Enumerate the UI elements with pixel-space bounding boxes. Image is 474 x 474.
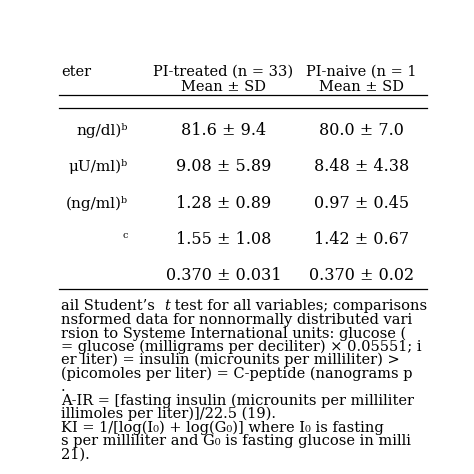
- Text: 0.370 ± 0.02: 0.370 ± 0.02: [309, 267, 414, 284]
- Text: 1.42 ± 0.67: 1.42 ± 0.67: [314, 231, 409, 248]
- Text: eter: eter: [61, 64, 91, 79]
- Text: (ng/ml)ᵇ: (ng/ml)ᵇ: [65, 196, 128, 210]
- Text: er liter) = insulin (microunits per milliliter) >: er liter) = insulin (microunits per mill…: [61, 353, 400, 367]
- Text: 80.0 ± 7.0: 80.0 ± 7.0: [319, 122, 404, 139]
- Text: 9.08 ± 5.89: 9.08 ± 5.89: [176, 158, 271, 175]
- Text: 1.55 ± 1.08: 1.55 ± 1.08: [176, 231, 271, 248]
- Text: illimoles per liter)]/22.5 (19).: illimoles per liter)]/22.5 (19).: [61, 407, 276, 421]
- Text: .: .: [61, 380, 65, 394]
- Text: 0.97 ± 0.45: 0.97 ± 0.45: [314, 195, 409, 212]
- Text: 1.28 ± 0.89: 1.28 ± 0.89: [176, 195, 271, 212]
- Text: ng/dl)ᵇ: ng/dl)ᵇ: [76, 123, 128, 138]
- Text: μU/ml)ᵇ: μU/ml)ᵇ: [68, 159, 128, 174]
- Text: 8.48 ± 4.38: 8.48 ± 4.38: [314, 158, 409, 175]
- Text: nsformed data for nonnormally distributed vari: nsformed data for nonnormally distribute…: [61, 313, 412, 327]
- Text: Mean ± SD: Mean ± SD: [181, 80, 266, 94]
- Text: ᶜ: ᶜ: [122, 232, 128, 246]
- Text: 81.6 ± 9.4: 81.6 ± 9.4: [181, 122, 266, 139]
- Text: 21).: 21).: [61, 447, 90, 462]
- Text: KI = 1/[log(I₀) + log(G₀)] where I₀ is fasting: KI = 1/[log(I₀) + log(G₀)] where I₀ is f…: [61, 420, 383, 435]
- Text: rsion to Systeme International units: glucose (: rsion to Systeme International units: gl…: [61, 326, 406, 340]
- Text: 0.370 ± 0.031: 0.370 ± 0.031: [166, 267, 281, 284]
- Text: A-IR = [fasting insulin (microunits per milliliter: A-IR = [fasting insulin (microunits per …: [61, 393, 414, 408]
- Text: t: t: [164, 300, 170, 313]
- Text: s per milliliter and G₀ is fasting glucose in milli: s per milliliter and G₀ is fasting gluco…: [61, 434, 411, 448]
- Text: = glucose (milligrams per deciliter) × 0.05551; i: = glucose (milligrams per deciliter) × 0…: [61, 339, 421, 354]
- Text: PI-treated (n = 33): PI-treated (n = 33): [154, 64, 293, 79]
- Text: Mean ± SD: Mean ± SD: [319, 80, 404, 94]
- Text: ail Student’s: ail Student’s: [61, 300, 159, 313]
- Text: PI-naive (n = 1: PI-naive (n = 1: [306, 64, 417, 79]
- Text: (picomoles per liter) = C-peptide (nanograms p: (picomoles per liter) = C-peptide (nanog…: [61, 366, 412, 381]
- Text: test for all variables; comparisons: test for all variables; comparisons: [170, 300, 427, 313]
